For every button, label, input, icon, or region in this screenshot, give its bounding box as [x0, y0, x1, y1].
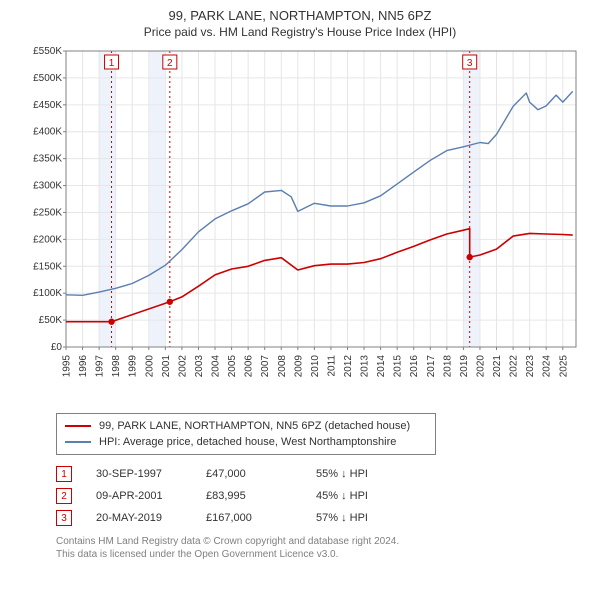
svg-text:£300K: £300K [33, 181, 62, 192]
svg-text:2003: 2003 [194, 355, 205, 378]
svg-text:1995: 1995 [62, 355, 73, 378]
svg-text:2006: 2006 [244, 355, 255, 378]
svg-text:£350K: £350K [33, 154, 62, 165]
svg-text:2002: 2002 [177, 355, 188, 378]
price-chart: £0 £50K £100K £150K £200K £250K £300K £350K £400… [20, 45, 580, 405]
svg-text:2019: 2019 [459, 355, 470, 378]
svg-text:1997: 1997 [95, 355, 106, 378]
svg-text:2012: 2012 [343, 355, 354, 378]
svg-text:£450K: £450K [33, 100, 62, 111]
svg-text:2014: 2014 [376, 355, 387, 378]
svg-text:2005: 2005 [227, 355, 238, 378]
event-date: 09-APR-2001 [96, 490, 206, 502]
event-row: 1 30-SEP-1997 £47,000 55% ↓ HPI [56, 463, 590, 485]
event-price: £47,000 [206, 468, 316, 480]
event-relative: 57% ↓ HPI [316, 512, 436, 524]
svg-text:£200K: £200K [33, 234, 62, 245]
event-row: 2 09-APR-2001 £83,995 45% ↓ HPI [56, 485, 590, 507]
page-subtitle: Price paid vs. HM Land Registry's House … [10, 25, 590, 39]
attribution: Contains HM Land Registry data © Crown c… [56, 535, 590, 561]
svg-text:£150K: £150K [33, 261, 62, 272]
svg-text:£0: £0 [51, 342, 63, 353]
svg-text:£500K: £500K [33, 73, 62, 84]
svg-text:2015: 2015 [393, 355, 404, 378]
legend-swatch [65, 425, 91, 427]
svg-text:1999: 1999 [128, 355, 139, 378]
svg-text:2017: 2017 [426, 355, 437, 378]
event-row: 3 20-MAY-2019 £167,000 57% ↓ HPI [56, 507, 590, 529]
event-marker-icon: 1 [56, 466, 72, 482]
svg-text:2009: 2009 [293, 355, 304, 378]
svg-text:£250K: £250K [33, 207, 62, 218]
svg-text:2024: 2024 [542, 355, 553, 378]
event-table: 1 30-SEP-1997 £47,000 55% ↓ HPI 2 09-APR… [56, 463, 590, 529]
attribution-line: This data is licensed under the Open Gov… [56, 548, 590, 561]
svg-text:2016: 2016 [409, 355, 420, 378]
svg-text:2007: 2007 [260, 355, 271, 378]
svg-text:2001: 2001 [161, 355, 172, 378]
svg-text:2008: 2008 [277, 355, 288, 378]
legend-item: 99, PARK LANE, NORTHAMPTON, NN5 6PZ (det… [65, 418, 427, 434]
page-title: 99, PARK LANE, NORTHAMPTON, NN5 6PZ [10, 8, 590, 23]
svg-text:2000: 2000 [144, 355, 155, 378]
svg-text:2013: 2013 [360, 355, 371, 378]
event-marker-icon: 2 [56, 488, 72, 504]
attribution-line: Contains HM Land Registry data © Crown c… [56, 535, 590, 548]
event-date: 30-SEP-1997 [96, 468, 206, 480]
svg-text:£100K: £100K [33, 288, 62, 299]
svg-text:2004: 2004 [211, 355, 222, 378]
svg-text:2018: 2018 [442, 355, 453, 378]
svg-text:2: 2 [167, 58, 173, 69]
svg-text:1998: 1998 [111, 355, 122, 378]
svg-text:2011: 2011 [326, 355, 337, 377]
svg-text:2010: 2010 [310, 355, 321, 378]
event-date: 20-MAY-2019 [96, 512, 206, 524]
svg-text:2022: 2022 [509, 355, 520, 378]
legend-label: 99, PARK LANE, NORTHAMPTON, NN5 6PZ (det… [99, 420, 410, 432]
svg-text:£400K: £400K [33, 127, 62, 138]
legend-label: HPI: Average price, detached house, West… [99, 436, 396, 448]
event-relative: 45% ↓ HPI [316, 490, 436, 502]
svg-text:1996: 1996 [78, 355, 89, 378]
svg-text:3: 3 [467, 58, 473, 69]
svg-text:£50K: £50K [39, 315, 63, 326]
svg-text:2025: 2025 [558, 355, 569, 378]
svg-text:£550K: £550K [33, 46, 62, 57]
chart-legend: 99, PARK LANE, NORTHAMPTON, NN5 6PZ (det… [56, 413, 436, 455]
svg-text:2023: 2023 [525, 355, 536, 378]
legend-swatch [65, 441, 91, 443]
event-price: £167,000 [206, 512, 316, 524]
svg-text:1: 1 [109, 58, 115, 69]
svg-text:2021: 2021 [492, 355, 503, 378]
svg-text:2020: 2020 [475, 355, 486, 378]
event-relative: 55% ↓ HPI [316, 468, 436, 480]
legend-item: HPI: Average price, detached house, West… [65, 434, 427, 450]
event-price: £83,995 [206, 490, 316, 502]
event-marker-icon: 3 [56, 510, 72, 526]
